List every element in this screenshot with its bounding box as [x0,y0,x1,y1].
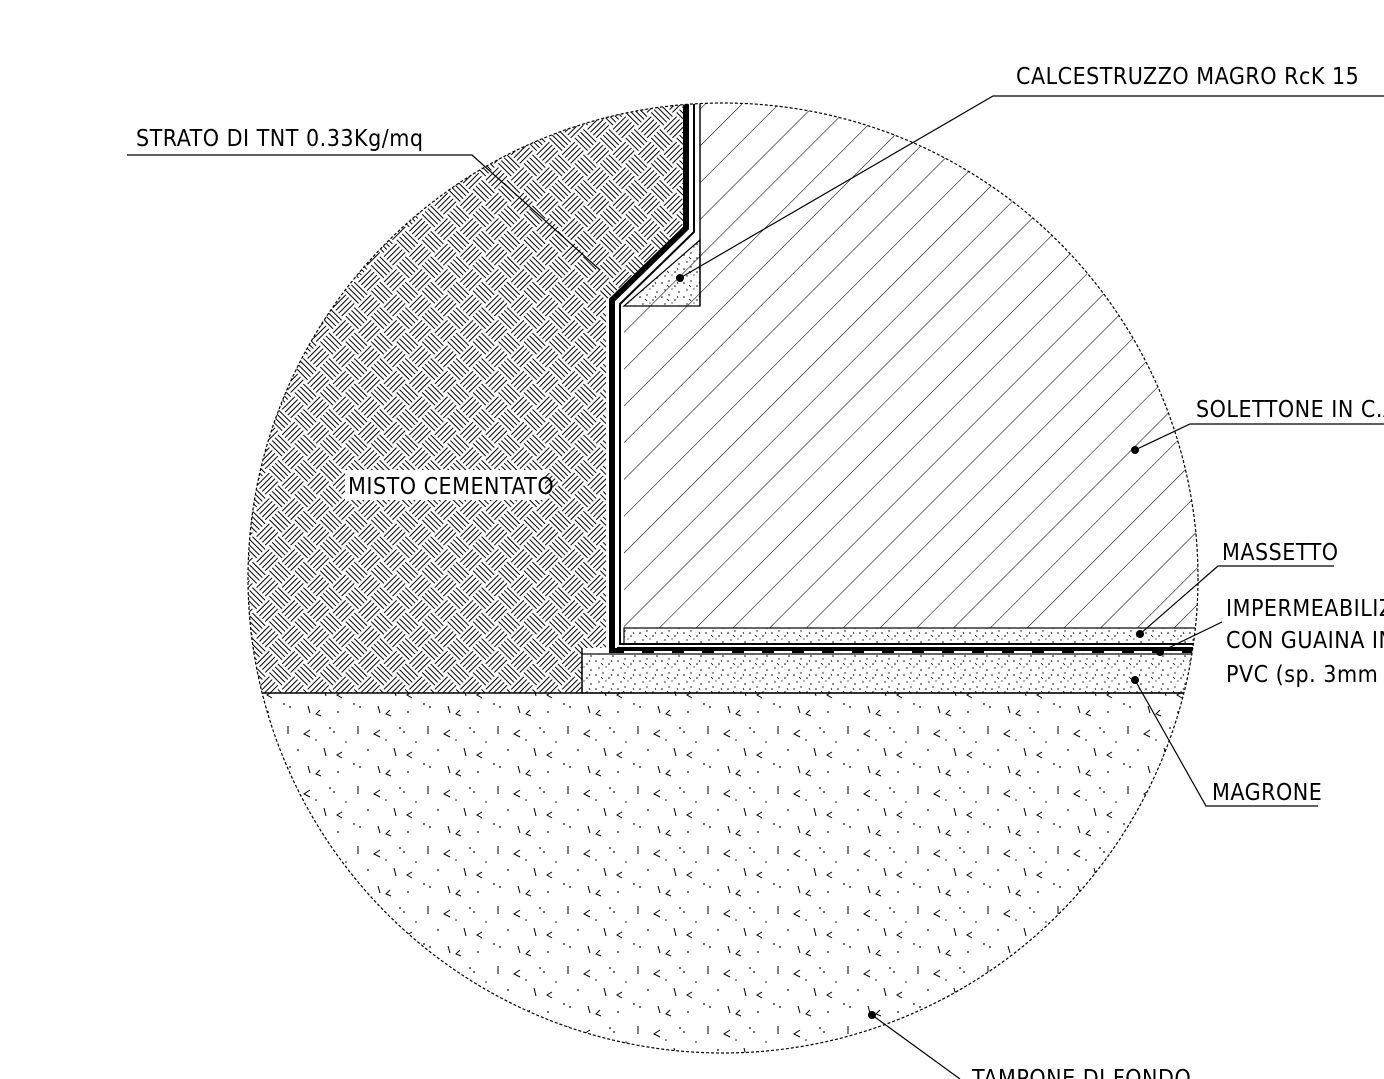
label-tampone: TAMPONE DI FONDO [971,1066,1191,1079]
label-impermeabilizzazione-2: CON GUAINA IN [1226,628,1384,654]
label-magrone: MAGRONE [1212,780,1322,806]
membrane-inner [619,103,1198,645]
label-misto-cementato-group: MISTO CEMENTATO [345,470,554,500]
solettone-dot [1131,446,1139,454]
membrane-outer [609,103,1198,653]
label-misto-cementato: MISTO CEMENTATO [348,474,554,500]
solettone-region [624,103,1198,628]
tampone-dot [868,1011,876,1019]
magrone-dot [1131,676,1139,684]
label-impermeabilizzazione-1: IMPERMEABILIZZ [1226,596,1384,622]
label-impermeabilizzazione-3: PVC (sp. 3mm [1226,662,1378,688]
leaders [127,95,1384,1079]
label-calcestruzzo: CALCESTRUZZO MAGRO RcK 15 [1016,64,1359,90]
detail-circle-content [248,103,1198,1053]
tampone-region [248,693,1198,1053]
label-strato-tnt: STRATO DI TNT 0.33Kg/mq [136,126,424,152]
massetto-dot [1136,630,1144,638]
membrane-dashed [615,330,1198,653]
label-massetto: MASSETTO [1222,540,1339,566]
detail-circle-outline [247,102,1199,1054]
magrone-layer [581,653,1198,694]
label-solettone: SOLETTONE IN C.A [1196,397,1384,423]
calcestruzzo-dot [676,274,684,282]
massetto-layer [623,627,1198,645]
impermeabilizzazione-dot [1156,648,1164,656]
